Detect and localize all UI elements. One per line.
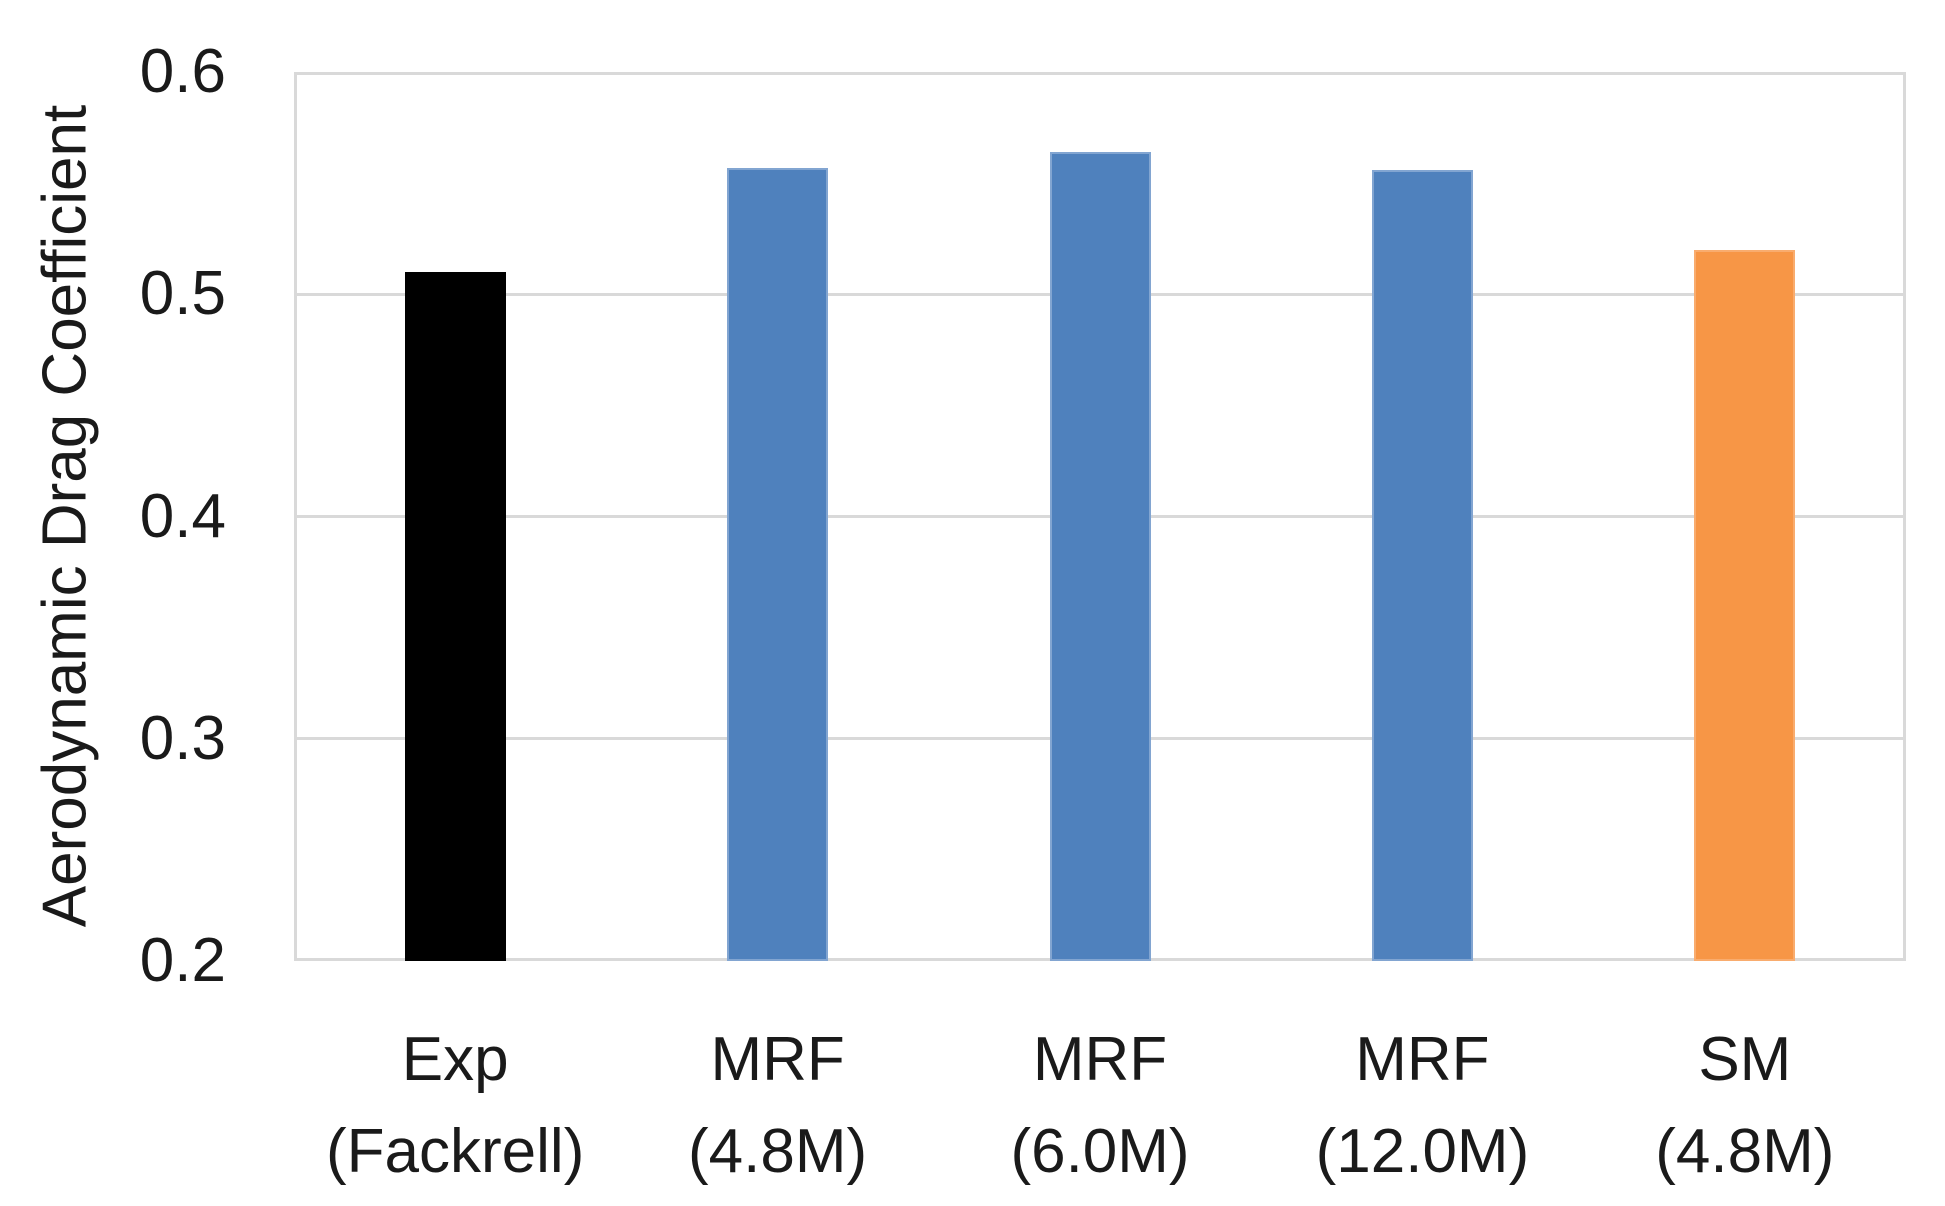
x-category-label-line1: MRF [1355, 1025, 1490, 1094]
x-category-label-line1: MRF [710, 1025, 845, 1094]
x-axis-category-labels: Exp (Fackrell) MRF (4.8M) MRF (6.0M) MRF (12.0M… [294, 1014, 1906, 1198]
x-category-label-line1: SM [1698, 1025, 1792, 1094]
y-tick-label-0.4: 0.4 [139, 481, 226, 551]
bar-mrf-6.0m- [1049, 152, 1151, 961]
bar-exp-fackrell- [404, 272, 506, 961]
x-category-label-sm-4.8m-: SM (4.8M) [1584, 1014, 1906, 1198]
y-tick-label-0.5: 0.5 [139, 259, 226, 329]
x-category-label-line2: (4.8M) [1655, 1117, 1835, 1186]
x-category-label-line2: (6.0M) [1010, 1117, 1190, 1186]
x-category-label-mrf-12.0m-: MRF (12.0M) [1261, 1014, 1583, 1198]
y-tick-label-0.2: 0.2 [139, 926, 226, 995]
x-category-label-mrf-6.0m-: MRF (6.0M) [939, 1014, 1261, 1198]
x-category-label-line2: (12.0M) [1315, 1117, 1530, 1186]
plot-border-top [294, 72, 1906, 75]
bar-sm-4.8m- [1694, 249, 1796, 961]
bar-mrf-4.8m- [727, 167, 829, 961]
bar-mrf-12.0m- [1371, 169, 1473, 961]
y-tick-label-0.3: 0.3 [139, 703, 226, 773]
x-category-label-line1: Exp [401, 1025, 509, 1094]
x-category-label-mrf-4.8m-: MRF (4.8M) [616, 1014, 938, 1198]
y-axis-tick-labels: 0.6 0.5 0.4 0.3 0.2 [0, 37, 226, 995]
x-category-label-exp-fackrell-: Exp (Fackrell) [294, 1014, 616, 1198]
plot-area [294, 72, 1906, 961]
x-category-label-line1: MRF [1032, 1025, 1168, 1094]
y-tick-label-0.6: 0.6 [139, 37, 226, 106]
x-category-label-line2: (4.8M) [688, 1117, 868, 1186]
x-category-label-line2: (Fackrell) [326, 1117, 585, 1186]
